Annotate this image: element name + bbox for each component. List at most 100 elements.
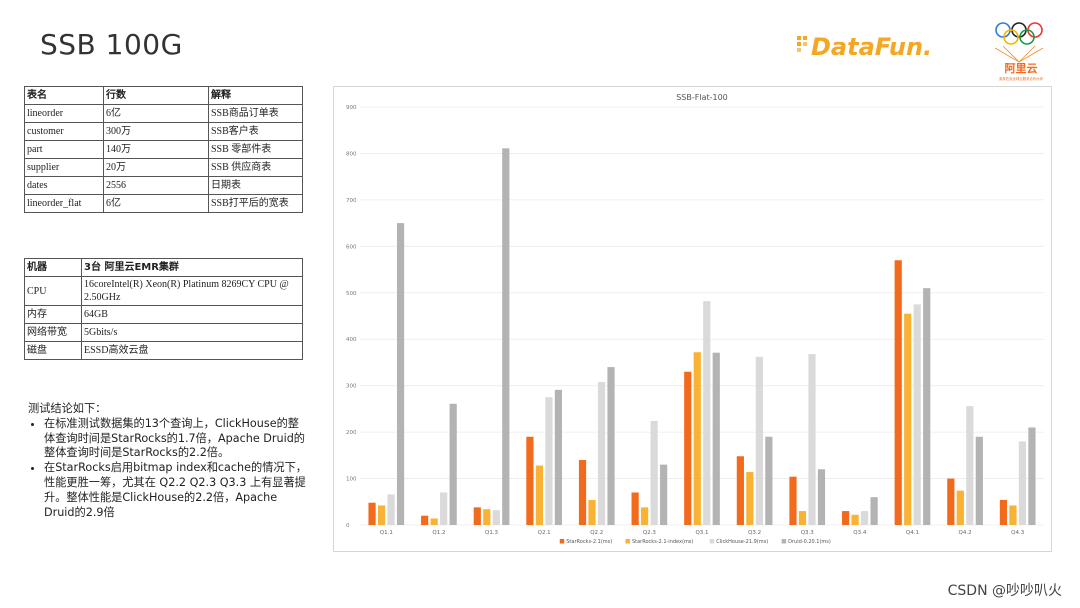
legend-swatch — [625, 539, 630, 544]
y-tick-label: 900 — [346, 105, 357, 111]
table-row: supplier 20万 SSB 供应商表 — [24, 158, 303, 177]
x-tick-label: Q1.3 — [485, 530, 499, 536]
chart-panel: SSB-Flat-100 0 100 200 300 400 500 600 700 800 900… — [333, 86, 1052, 552]
aliyun-olympic-logo: 阿里云 奥林匹克全球云服务合作伙伴 — [994, 22, 1044, 81]
legend-swatch — [709, 539, 715, 544]
bar-ClickHouse-21.9(ms) — [1018, 441, 1027, 525]
bar-StarRocks-2.1-index(ms) — [904, 313, 912, 525]
y-tick-label: 200 — [346, 430, 357, 436]
bar-StarRocks-2.1-index(ms) — [377, 505, 386, 525]
header-cell: 3台 阿里云EMR集群 — [81, 258, 303, 277]
table-row: lineorder 6亿 SSB商品订单表 — [24, 104, 303, 123]
table-cell: 16coreIntel(R) Xeon(R) Platinum 8269CY C… — [81, 276, 303, 306]
conclusion-intro: 测试结论如下： — [28, 402, 107, 415]
legend-label: Druid-0.20.1(ms) — [788, 539, 831, 545]
bar-Druid-0.20.1(ms) — [817, 469, 826, 525]
bar-StarRocks-2.1(ms) — [473, 507, 481, 525]
legend-label: StarRocks-2.1-index(ms) — [632, 539, 693, 545]
table-cell: 磁盘 — [24, 341, 82, 360]
table-cell: 6亿 — [103, 104, 209, 123]
y-tick-label: 500 — [346, 291, 357, 297]
bar-StarRocks-2.1(ms) — [894, 260, 902, 525]
table-cell: SSB客户表 — [208, 122, 303, 141]
bar-Druid-0.20.1(ms) — [1028, 427, 1036, 525]
bar-ClickHouse-21.9(ms) — [597, 381, 606, 525]
bar-StarRocks-2.1-index(ms) — [798, 511, 807, 525]
table-header-row: 机器 3台 阿里云EMR集群 — [24, 258, 303, 277]
table-row: 内存 64GB — [24, 305, 303, 324]
bar-ClickHouse-21.9(ms) — [650, 420, 658, 525]
table-cell: 5Gbits/s — [81, 323, 303, 342]
y-tick-label: 800 — [346, 151, 357, 157]
bar-StarRocks-2.1-index(ms) — [588, 499, 596, 525]
x-tick-label: Q3.4 — [853, 530, 867, 536]
bar-StarRocks-2.1-index(ms) — [851, 514, 859, 525]
legend-swatch — [559, 539, 565, 544]
table-row: customer 300万 SSB客户表 — [24, 122, 303, 141]
bar-Druid-0.20.1(ms) — [607, 367, 615, 525]
bar-Druid-0.20.1(ms) — [502, 148, 510, 525]
table-cell: SSB商品订单表 — [208, 104, 303, 123]
bar-Druid-0.20.1(ms) — [449, 403, 457, 525]
table-cell: 2556 — [103, 176, 209, 195]
table-cell: SSB打平后的宽表 — [208, 194, 303, 213]
list-item: 在StarRocks启用bitmap index和cache的情况下，性能更胜一… — [44, 461, 310, 520]
bar-StarRocks-2.1-index(ms) — [956, 490, 964, 525]
bar-Druid-0.20.1(ms) — [554, 389, 563, 525]
table-row: 网络带宽 5Gbits/s — [24, 323, 303, 342]
bar-StarRocks-2.1-index(ms) — [1009, 505, 1017, 525]
watermark: CSDN @吵吵叭火 — [947, 583, 1062, 599]
bar-StarRocks-2.1(ms) — [999, 499, 1008, 525]
x-tick-label: Q2.1 — [538, 530, 551, 536]
bar-Druid-0.20.1(ms) — [396, 223, 405, 525]
bar-Druid-0.20.1(ms) — [660, 464, 668, 525]
chart-title: SSB-Flat-100 — [676, 93, 728, 102]
x-tick-label: Q1.1 — [380, 530, 393, 536]
table-cell: 20万 — [103, 158, 209, 177]
bar-ClickHouse-21.9(ms) — [755, 356, 763, 525]
table-cell: dates — [24, 176, 104, 195]
header-cell: 表名 — [24, 86, 104, 105]
bar-ClickHouse-21.9(ms) — [440, 492, 448, 525]
machine-spec-table: 机器 3台 阿里云EMR集群 CPU 16coreIntel(R) Xeon(R… — [24, 258, 303, 360]
x-tick-label: Q1.2 — [432, 530, 445, 536]
bar-Druid-0.20.1(ms) — [975, 436, 983, 525]
bar-StarRocks-2.1-index(ms) — [430, 518, 438, 525]
header-cell: 机器 — [24, 258, 82, 277]
legend-swatch — [781, 539, 787, 544]
y-tick-label: 100 — [346, 477, 357, 483]
bar-ClickHouse-21.9(ms) — [808, 354, 816, 525]
table-cell: 网络带宽 — [24, 323, 82, 342]
ssb-tables-table: 表名 行数 解释 lineorder 6亿 SSB商品订单表 customer … — [24, 86, 303, 213]
y-tick-label: 0 — [346, 523, 350, 529]
table-cell: 300万 — [103, 122, 209, 141]
legend-label: StarRocks-2.1(ms) — [566, 539, 612, 545]
bar-StarRocks-2.1-index(ms) — [641, 507, 649, 525]
legend-label: ClickHouse-21.9(ms) — [716, 539, 768, 545]
bar-ClickHouse-21.9(ms) — [492, 510, 500, 525]
x-tick-label: Q3.2 — [748, 530, 761, 536]
table-row: dates 2556 日期表 — [24, 176, 303, 195]
bar-StarRocks-2.1(ms) — [368, 502, 376, 525]
x-tick-label: Q2.3 — [643, 530, 657, 536]
table-cell: part — [24, 140, 104, 159]
x-tick-label: Q4.2 — [959, 530, 972, 536]
datafun-wordmark: DataFun. — [811, 33, 932, 61]
table-cell: 64GB — [81, 305, 303, 324]
bar-StarRocks-2.1(ms) — [684, 371, 692, 525]
table-cell: 内存 — [24, 305, 82, 324]
table-cell: 日期表 — [208, 176, 303, 195]
table-row: CPU 16coreIntel(R) Xeon(R) Platinum 8269… — [24, 276, 303, 306]
olympic-rings-icon — [995, 22, 1043, 45]
bar-StarRocks-2.1(ms) — [947, 478, 955, 525]
bar-StarRocks-2.1(ms) — [421, 515, 429, 525]
table-cell: SSB 供应商表 — [208, 158, 303, 177]
list-item: 在标准测试数据集的13个查询上，ClickHouse的整体查询时间是StarRo… — [44, 417, 310, 461]
y-tick-label: 300 — [346, 384, 357, 390]
bar-ClickHouse-21.9(ms) — [860, 511, 869, 525]
bar-Druid-0.20.1(ms) — [923, 288, 931, 525]
x-tick-label: Q3.1 — [695, 530, 708, 536]
table-row: 磁盘 ESSD高效云盘 — [24, 341, 303, 360]
aliyun-logo-text: 阿里云 — [1005, 61, 1038, 75]
bar-Druid-0.20.1(ms) — [765, 436, 773, 525]
